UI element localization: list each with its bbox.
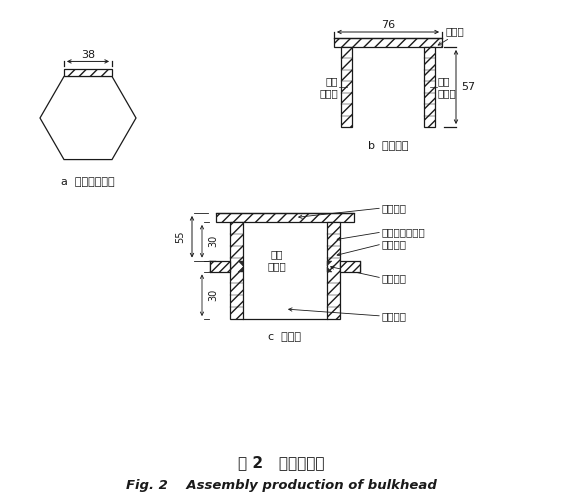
Text: 57: 57 [461,82,475,92]
Text: 闷头顶盖: 闷头顶盖 [382,203,407,213]
Bar [230,222,243,319]
Text: 38: 38 [81,50,95,60]
Polygon shape [340,260,360,271]
Polygon shape [210,260,230,271]
Bar [64,69,112,76]
Text: 双面焊接: 双面焊接 [382,273,407,283]
Bar [243,222,327,319]
Polygon shape [238,266,243,271]
Text: 加工
外螺纹: 加工 外螺纹 [319,76,338,98]
Bar [341,47,352,127]
Polygon shape [327,266,332,271]
Text: 闷头
外丝管: 闷头 外丝管 [268,249,287,271]
Text: Fig. 2    Assembly production of bulkhead: Fig. 2 Assembly production of bulkhead [125,479,437,492]
Text: 55: 55 [175,231,185,243]
Polygon shape [327,260,332,265]
Text: 成品水管外接头: 成品水管外接头 [382,227,426,237]
Text: 图 2   闷头组合件: 图 2 闷头组合件 [238,456,324,471]
Bar [327,222,340,319]
Text: 焊接点: 焊接点 [445,26,464,36]
Text: 加工
外螺纹: 加工 外螺纹 [438,76,457,98]
Text: 螺纹安装: 螺纹安装 [382,311,407,321]
Bar [334,38,442,47]
Text: 30: 30 [208,235,218,248]
Text: c  组合件: c 组合件 [269,332,301,342]
Bar [424,47,435,127]
Bar [216,213,354,222]
Text: 封堵钢板: 封堵钢板 [382,239,407,249]
Text: a  闷头顶盖平面: a 闷头顶盖平面 [61,177,115,187]
Polygon shape [40,76,136,159]
Polygon shape [238,260,243,265]
Text: 30: 30 [208,289,218,301]
Text: b  闷头剖面: b 闷头剖面 [368,140,408,150]
Text: 76: 76 [381,20,395,30]
Text: 10: 10 [219,260,229,272]
